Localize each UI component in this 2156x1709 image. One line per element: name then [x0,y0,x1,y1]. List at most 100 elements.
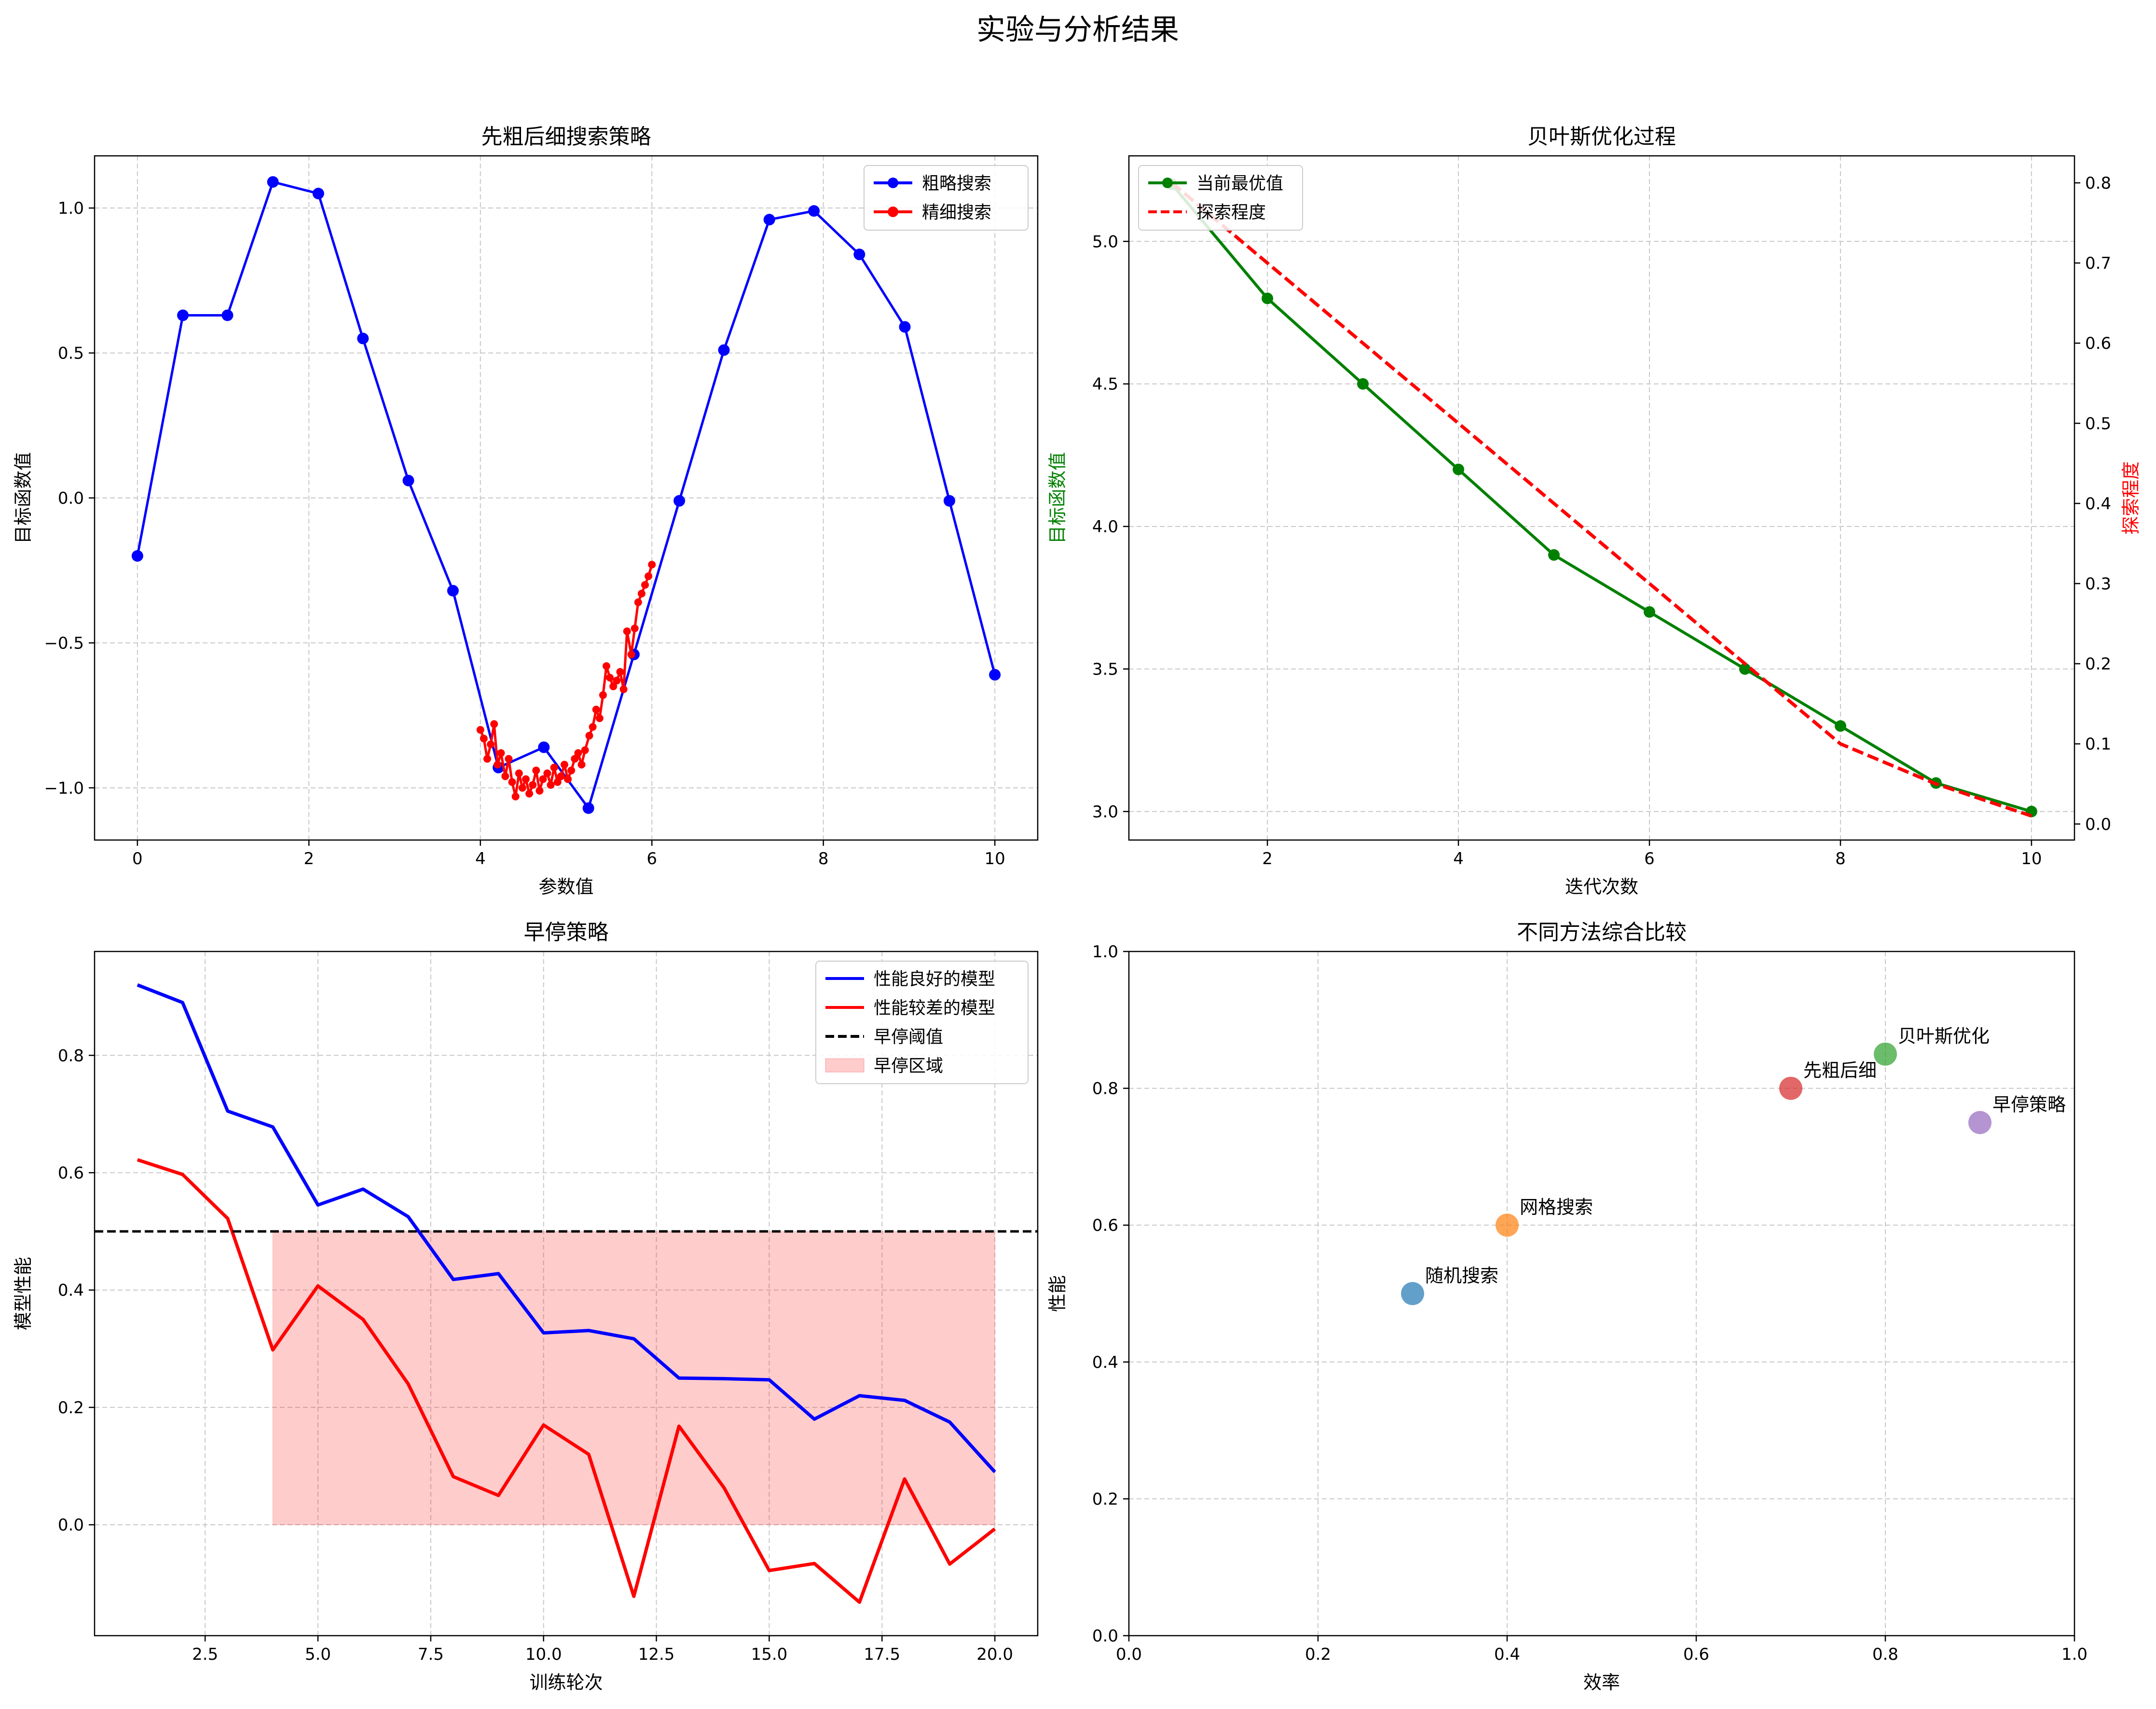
data-point [634,598,642,606]
data-point [641,581,649,589]
y-tick-label: 0.6 [1092,1216,1118,1235]
data-point [1357,378,1369,390]
scatter-point [1496,1213,1519,1237]
legend-label: 探索程度 [1196,203,1266,222]
data-point [490,720,498,728]
data-point [515,769,523,777]
x-axis-label: 迭代次数 [1565,876,1638,897]
y-tick-label: 0.0 [58,1516,84,1535]
data-point [494,760,502,769]
data-point [648,561,656,569]
x-tick-label: 12.5 [638,1645,675,1664]
legend-marker [1162,178,1173,188]
data-point [560,760,568,769]
x-tick-label: 10.0 [525,1645,562,1664]
data-point [312,188,324,200]
scatter-point [1779,1076,1802,1100]
x-axis-label: 训练轮次 [529,1672,603,1693]
legend-swatch [825,1058,865,1073]
data-point [536,786,544,795]
y-tick-label: 0.8 [58,1046,84,1065]
subplot-title: 不同方法综合比较 [1517,920,1687,945]
data-point [1643,606,1655,618]
x-tick-label: 0.2 [1305,1645,1331,1664]
data-point [673,495,686,507]
legend-marker [888,178,898,188]
data-point [518,784,526,792]
scatter-point [1874,1042,1897,1066]
legend-marker [888,207,898,217]
axes-frame [1128,951,2075,1637]
y-tick-label: −0.5 [44,634,84,653]
early-stop-region [272,1231,995,1525]
x-tick-label: 15.0 [751,1645,788,1664]
data-point [943,495,955,507]
x-tick-label: 0.0 [1116,1645,1142,1664]
legend-label: 粗略搜索 [922,174,991,193]
data-point [557,772,565,780]
y-tick-label: 5.0 [1092,232,1118,251]
data-point [571,755,579,763]
data-point [1453,463,1465,475]
axes-frame [1128,155,2075,841]
subplot-2: 2 4 6 8 10 3.0 3.5 4.0 4.5 5.0 0.0 0.1 0.2 0.3 0.4 0.5 0… [1047,124,2142,897]
data-point [599,691,607,699]
subplot-title: 早停策略 [524,920,609,945]
x-tick-label: 8 [818,849,829,868]
x-tick-label: 6 [646,849,657,868]
point-label: 网格搜索 [1520,1197,1593,1218]
data-point [613,676,621,685]
y-tick-label: 0.4 [1092,1353,1118,1372]
x-tick-label: 8 [1835,849,1846,868]
x-tick-label: 1.0 [2061,1645,2087,1664]
scatter-point [1968,1111,1991,1134]
y-tick-label: 0.0 [1092,1626,1118,1646]
data-point [476,726,484,734]
series-line-1 [137,983,996,1474]
x-tick-label: 5.0 [305,1645,331,1664]
y2-tick-label: 0.3 [2085,574,2111,593]
subplot-title: 贝叶斯优化过程 [1527,124,1676,149]
y-tick-label: 0.2 [1092,1489,1118,1509]
data-point [480,734,488,743]
y2-tick-label: 0.8 [2085,174,2111,193]
data-point [511,792,520,800]
data-point [582,802,594,814]
x-tick-label: 2 [303,849,314,868]
series-line-1 [1170,183,2032,813]
data-point [538,741,550,753]
x-tick-label: 2 [1262,849,1273,868]
data-point [853,248,865,261]
y-tick-label: 0.0 [58,489,84,508]
data-point [497,749,505,757]
data-point [131,550,143,562]
x-tick-label: 10 [985,849,1005,868]
x-tick-label: 4 [475,849,486,868]
data-point [532,766,540,774]
y2-tick-label: 0.7 [2085,254,2111,273]
y2-tick-label: 0.1 [2085,735,2111,754]
data-point [550,763,558,772]
y2-tick-label: 0.6 [2085,334,2111,353]
data-point [645,572,653,580]
data-point [574,749,582,757]
data-point [603,662,611,670]
legend-box [815,961,1029,1084]
x-axis-label: 参数值 [538,876,593,897]
y-tick-label: 4.0 [1092,517,1118,537]
legend-label: 早停区域 [874,1056,943,1076]
data-point [623,627,631,635]
data-point [539,775,547,783]
data-point [267,176,279,188]
y-tick-label: 1.0 [1092,942,1118,962]
subplot-3: 2.5 5.0 7.5 10.0 12.5 15.0 17.5 20.0 0.0 0.2 0.4 0.… [13,920,1039,1693]
x-tick-label: 20.0 [976,1645,1013,1664]
data-point [631,624,639,633]
x-tick-label: 10 [2021,849,2042,868]
data-point [553,778,562,786]
legend-label: 当前最优值 [1196,174,1283,193]
